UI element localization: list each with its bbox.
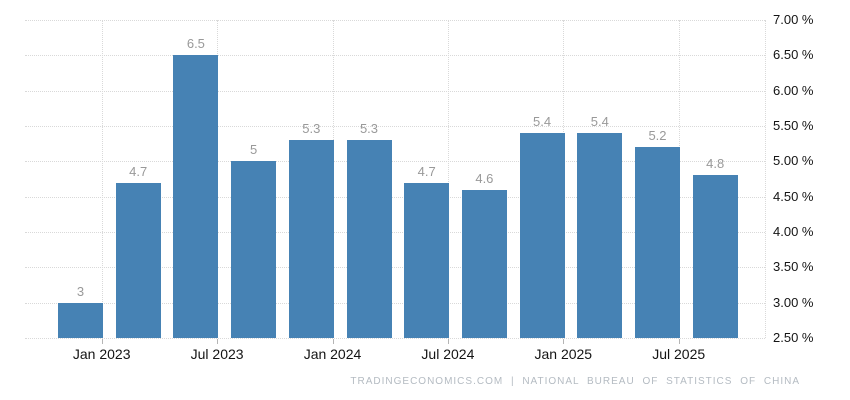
x-tick-mark [563,339,565,344]
x-axis-tick-label: Jan 2023 [72,346,131,362]
x-tick-mark [217,339,219,344]
bar-value-label: 6.5 [186,36,205,52]
x-axis-tick-label: Jul 2024 [421,346,475,362]
bar-value-label: 5.4 [590,114,609,130]
y-axis-tick-label: 5.50 % [773,118,814,133]
x-tick-mark [101,339,103,344]
y-axis-tick-label: 4.00 % [773,224,814,239]
x-axis-tick-label: Jul 2025 [652,346,706,362]
bar[interactable] [346,140,392,338]
x-axis-tick-label: Jan 2025 [534,346,593,362]
bar-value-label: 4.7 [129,163,148,179]
bar[interactable] [692,175,738,338]
bar-value-label: 4.8 [706,156,725,172]
bar-value-label: 5.3 [302,121,321,137]
h-gridline [25,161,765,163]
h-gridline [25,20,765,21]
bar-value-label: 3 [76,283,85,299]
x-axis-tick-label: Jan 2024 [303,346,362,362]
h-gridline [25,55,765,57]
bar[interactable] [288,140,334,338]
bar[interactable] [519,133,565,338]
x-tick-mark [678,339,680,344]
v-gridline [765,20,766,338]
bar[interactable] [173,55,219,338]
y-axis-tick-label: 3.50 % [773,259,814,275]
v-gridline [447,20,449,338]
h-gridline [25,126,765,127]
y-axis-tick-label: 2.50 % [773,330,814,345]
y-axis-tick-label: 6.00 % [773,82,814,98]
x-tick-mark [447,339,449,344]
x-axis-tick-label: Jul 2023 [190,346,244,362]
bar[interactable] [577,133,623,338]
bar-value-label: 5.2 [648,128,667,144]
h-gridline [25,90,765,92]
bar-value-label: 5.3 [359,121,379,137]
y-axis-tick-label: 5.00 % [773,153,814,169]
bar[interactable] [115,182,161,338]
h-gridline [25,338,765,339]
h-gridline [25,302,765,304]
bar[interactable] [461,189,507,338]
y-axis-tick-label: 6.50 % [773,47,814,63]
bar-value-label: 4.7 [417,163,436,179]
h-gridline [25,196,765,198]
bar[interactable] [635,147,680,338]
bar-value-label: 5 [249,142,258,158]
h-gridline [25,232,765,233]
h-gridline [25,267,765,269]
bar-value-label: 4.6 [475,170,494,186]
y-axis-tick-label: 3.00 % [773,294,814,310]
bar[interactable] [58,302,103,338]
v-gridline [101,20,103,338]
bar-value-label: 5.4 [533,114,552,130]
source-attribution: TRADINGECONOMICS.COM | NATIONAL BUREAU O… [350,376,800,387]
y-axis-tick-label: 4.50 % [773,188,814,204]
x-tick-mark [332,339,334,344]
bar[interactable] [231,161,277,338]
bar[interactable] [404,182,450,338]
y-axis-tick-label: 7.00 % [773,12,814,27]
